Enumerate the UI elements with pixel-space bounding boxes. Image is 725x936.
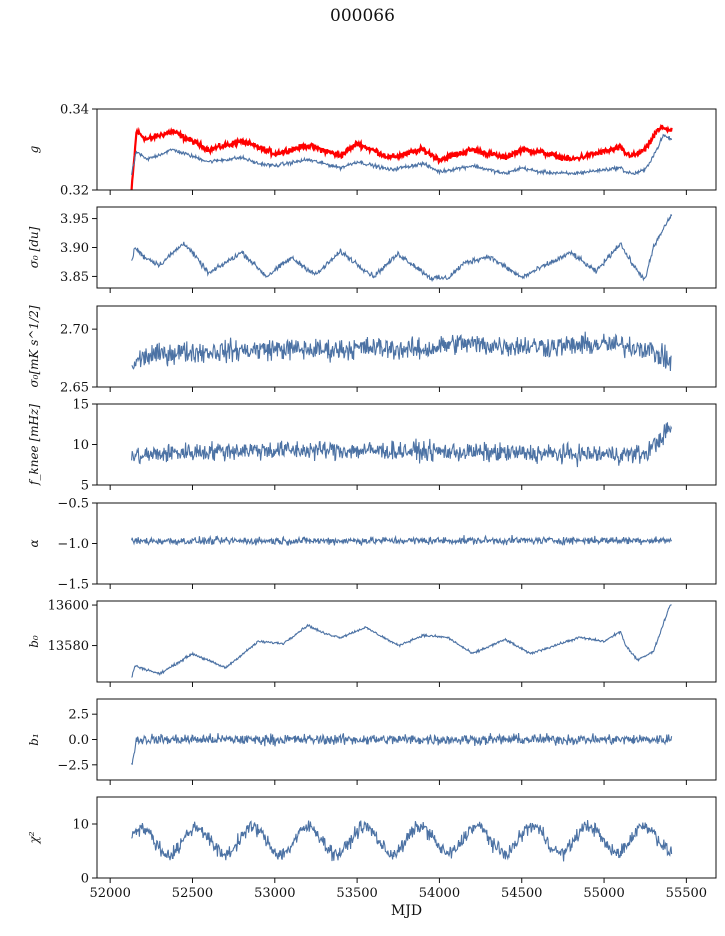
y-tick-label: 13580 <box>48 639 89 654</box>
x-tick-label: 52000 <box>89 886 130 901</box>
y-tick-label: 2.70 <box>60 323 89 338</box>
panel-1: 0.32 0.34 g <box>27 103 717 199</box>
y-tick-label: 2.5 <box>68 708 89 723</box>
series-line-8-1 <box>131 819 673 862</box>
plot-frame <box>96 305 717 388</box>
plot-frame <box>96 796 717 879</box>
y-tick-label: 0 <box>81 872 89 887</box>
x-tick-label: 54500 <box>501 886 542 901</box>
x-tick-label: 52500 <box>172 886 213 901</box>
y-axis-label: σ₀ [du] <box>27 226 41 268</box>
y-tick-label: 10 <box>72 818 89 833</box>
x-axis-label: MJD <box>391 903 422 919</box>
plot-frame <box>96 108 717 191</box>
series-line-1-2 <box>131 133 673 176</box>
x-tick-label: 55000 <box>583 886 624 901</box>
y-axis-label: g <box>27 145 41 153</box>
y-tick-label: 15 <box>72 398 89 413</box>
x-tick-label: 53500 <box>336 886 377 901</box>
y-tick-label: 5 <box>81 479 89 494</box>
y-tick-label: 3.95 <box>60 212 89 227</box>
y-axis-label: f_knee [mHz] <box>27 404 41 486</box>
plot-frame <box>96 206 717 289</box>
y-tick-label: −1.0 <box>57 537 89 552</box>
panel-4: 5 10 15 f_knee [mHz] <box>27 398 717 494</box>
series-line-3-1 <box>131 331 672 372</box>
panel-7: −2.5 0.0 2.5 b₁ <box>27 698 717 785</box>
y-axis-label: b₀ <box>27 635 41 648</box>
y-axis-label: b₁ <box>27 733 41 746</box>
y-tick-label: 0.32 <box>60 184 89 199</box>
y-tick-label: 3.85 <box>60 270 89 285</box>
y-tick-label: 0.34 <box>60 103 89 118</box>
series-line-6-1 <box>131 604 672 678</box>
figure-title: 000066 <box>330 6 395 26</box>
y-tick-label: 10 <box>72 438 89 453</box>
y-tick-label: −1.5 <box>57 578 89 593</box>
x-tick-label: 53000 <box>254 886 295 901</box>
panel-5: −1.5 −1.0 −0.5 α <box>27 497 717 593</box>
y-tick-label: 2.65 <box>60 381 89 396</box>
y-tick-label: −2.5 <box>57 758 89 773</box>
plot-frame <box>96 600 717 683</box>
y-axis-label: α <box>27 539 41 547</box>
series-line-5-1 <box>131 534 673 547</box>
series-line-2-1 <box>131 214 673 283</box>
panel-2: 3.85 3.90 3.95 σ₀ [du] <box>27 206 717 293</box>
series-line-4-1 <box>131 422 673 468</box>
y-tick-label: −0.5 <box>57 497 89 512</box>
panel-3: 2.65 2.70 σ₀[mK s^1/2] <box>27 305 717 396</box>
x-tick-label: 54000 <box>419 886 460 901</box>
plot-frame <box>96 403 717 486</box>
y-tick-label: 13600 <box>48 599 89 614</box>
panel-8: 0 10 52000 52500 53000 53500 54000 54500 55000 55… <box>27 796 717 901</box>
series-line-1-1 <box>130 123 673 190</box>
y-tick-label: 0.0 <box>68 733 89 748</box>
panel-6: 13580 13600 b₀ <box>27 599 717 687</box>
series-line-7-1 <box>131 732 673 765</box>
x-tick-label: 55500 <box>666 886 707 901</box>
y-axis-label: χ² <box>27 831 41 844</box>
y-axis-label: σ₀[mK s^1/2] <box>27 305 41 387</box>
y-tick-label: 3.90 <box>60 241 89 256</box>
